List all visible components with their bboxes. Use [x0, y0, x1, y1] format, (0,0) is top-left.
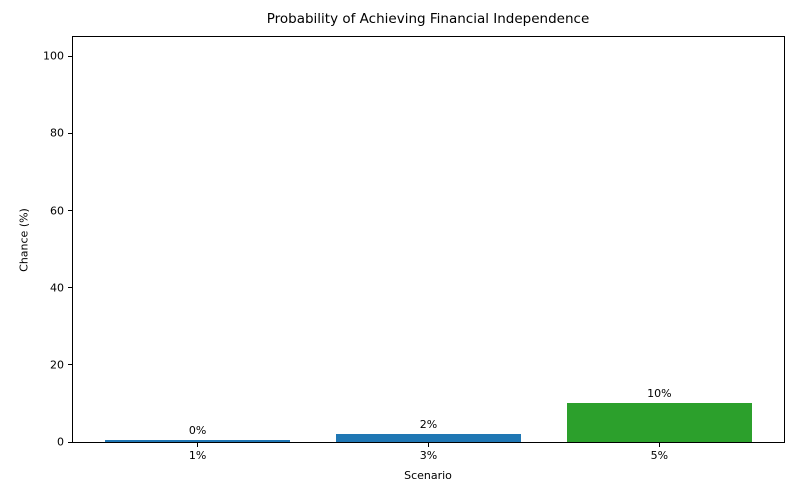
bar-value-label: 0%: [188, 424, 207, 438]
x-tick: [197, 443, 199, 447]
y-axis-label: Chance (%): [17, 208, 31, 272]
bar-value-label: 10%: [647, 387, 672, 401]
plot-area: 0 20 40 60 80 100 0% 1% 2% 3% 10% 5%: [43, 36, 785, 462]
x-axis-label: Scenario: [404, 469, 452, 482]
y-tick-label: 80: [50, 126, 64, 140]
x-tick: [658, 443, 660, 447]
y-tick: [68, 287, 72, 289]
y-tick: [68, 132, 72, 134]
y-tick-label: 100: [43, 49, 64, 63]
y-tick-label: 60: [50, 204, 64, 218]
y-tick-label: 20: [50, 358, 64, 372]
y-tick: [68, 55, 72, 57]
bar-3%: [336, 434, 521, 442]
bar-5%: [567, 403, 752, 442]
y-tick-label: 0: [57, 435, 64, 449]
bar-1%: [105, 440, 290, 442]
y-tick: [68, 364, 72, 366]
bar-value-label: 2%: [419, 418, 438, 432]
y-tick: [68, 210, 72, 212]
x-tick-label: 3%: [419, 449, 438, 462]
x-tick-label: 5%: [650, 449, 669, 462]
y-tick: [68, 441, 72, 443]
chart-title: Probability of Achieving Financial Indep…: [266, 11, 590, 27]
y-tick-label: 40: [50, 281, 64, 295]
x-tick: [428, 443, 429, 447]
x-tick-label: 1%: [188, 449, 207, 462]
